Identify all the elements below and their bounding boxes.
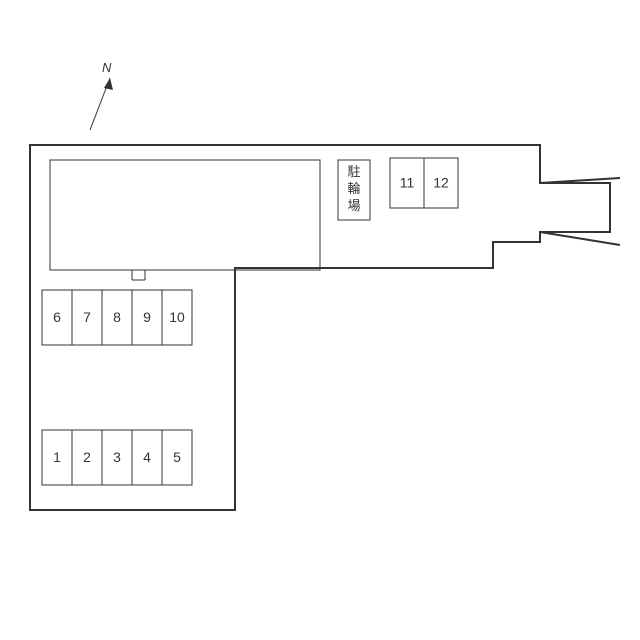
slot-label-4: 4 <box>143 449 151 465</box>
site-plan: N駐輪場111267891012345 <box>0 0 640 640</box>
slot-label-3: 3 <box>113 449 121 465</box>
canvas-bg <box>0 0 640 640</box>
slot-label-8: 8 <box>113 309 121 325</box>
slot-label-10: 10 <box>169 309 185 325</box>
slot-label-2: 2 <box>83 449 91 465</box>
slot-label-7: 7 <box>83 309 91 325</box>
slot-label-6: 6 <box>53 309 61 325</box>
slot-label-12: 12 <box>433 175 449 191</box>
bike-parking-label-2: 場 <box>347 198 360 213</box>
bike-parking-label-0: 駐 <box>347 164 360 179</box>
slot-label-9: 9 <box>143 309 151 325</box>
slot-label-5: 5 <box>173 449 181 465</box>
slot-label-11: 11 <box>400 175 415 191</box>
slot-label-1: 1 <box>53 449 61 465</box>
bike-parking-label-1: 輪 <box>347 181 360 196</box>
compass-label: N <box>102 60 112 75</box>
